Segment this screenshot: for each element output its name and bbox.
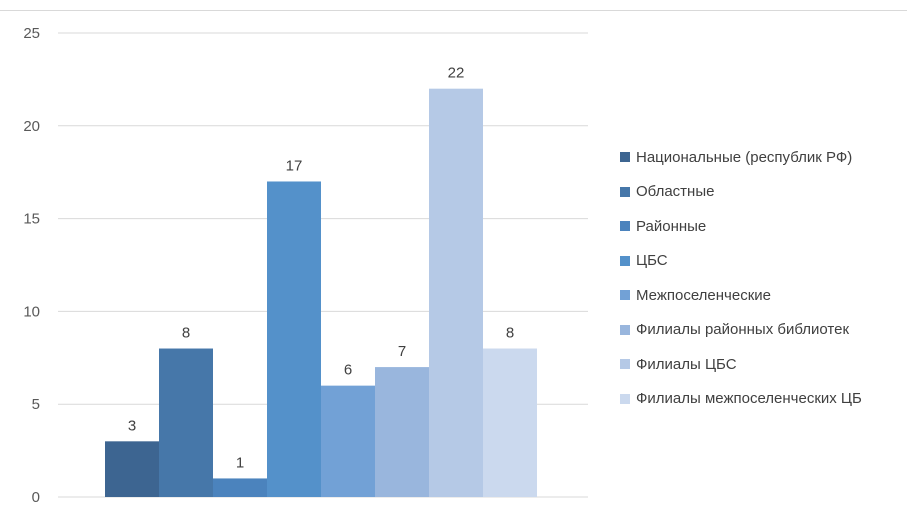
legend-item: Районные	[620, 209, 862, 244]
y-tick-label: 20	[23, 118, 40, 135]
legend-item: Филиалы ЦБС	[620, 347, 862, 382]
bar	[213, 478, 267, 497]
y-tick-label: 0	[32, 489, 40, 506]
bar	[429, 88, 483, 498]
y-axis-ticks: 0 5 10 15 20 25	[23, 25, 40, 506]
legend: Национальные (республик РФ) Областные Райо…	[620, 140, 862, 416]
legend-item: Областные	[620, 175, 862, 210]
legend-item: Межпоселенческие	[620, 278, 862, 313]
legend-swatch	[620, 359, 630, 370]
legend-swatch	[620, 152, 630, 163]
legend-label: Филиалы районных библиотек	[636, 321, 850, 339]
legend-label: Областные	[636, 183, 715, 201]
bar	[267, 181, 321, 498]
legend-item: ЦБС	[620, 244, 862, 279]
data-label: 17	[286, 157, 303, 174]
legend-swatch	[620, 186, 630, 197]
bar	[483, 348, 537, 497]
data-label: 7	[398, 343, 406, 360]
legend-label: ЦБС	[636, 252, 668, 270]
bars	[105, 88, 537, 498]
data-label: 6	[344, 362, 352, 379]
data-labels: 3 8 1 17 6 7 22 8	[128, 65, 514, 472]
data-label: 1	[236, 454, 244, 471]
bar	[375, 367, 429, 497]
y-tick-label: 5	[32, 396, 40, 413]
legend-label: Национальные (республик РФ)	[636, 148, 853, 166]
y-tick-label: 25	[23, 25, 40, 42]
legend-item: Филиалы межпоселенческих ЦБ	[620, 382, 862, 417]
legend-label: Филиалы ЦБС	[636, 355, 737, 373]
top-divider	[0, 10, 907, 11]
legend-item: Филиалы районных библиотек	[620, 313, 862, 348]
legend-label: Межпоселенческие	[636, 286, 771, 304]
legend-swatch	[620, 290, 630, 301]
legend-swatch	[620, 221, 630, 232]
data-label: 8	[506, 325, 514, 342]
y-tick-label: 10	[23, 303, 40, 320]
legend-item: Национальные (республик РФ)	[620, 140, 862, 175]
legend-swatch	[620, 255, 630, 266]
data-label: 22	[448, 65, 465, 82]
data-label: 3	[128, 417, 136, 434]
legend-swatch	[620, 393, 630, 404]
bar	[159, 348, 213, 497]
legend-swatch	[620, 324, 630, 335]
data-label: 8	[182, 325, 190, 342]
legend-label: Филиалы межпоселенческих ЦБ	[636, 390, 862, 408]
legend-label: Районные	[636, 217, 707, 235]
bar	[321, 385, 375, 497]
bar	[105, 441, 159, 497]
y-tick-label: 15	[23, 211, 40, 228]
